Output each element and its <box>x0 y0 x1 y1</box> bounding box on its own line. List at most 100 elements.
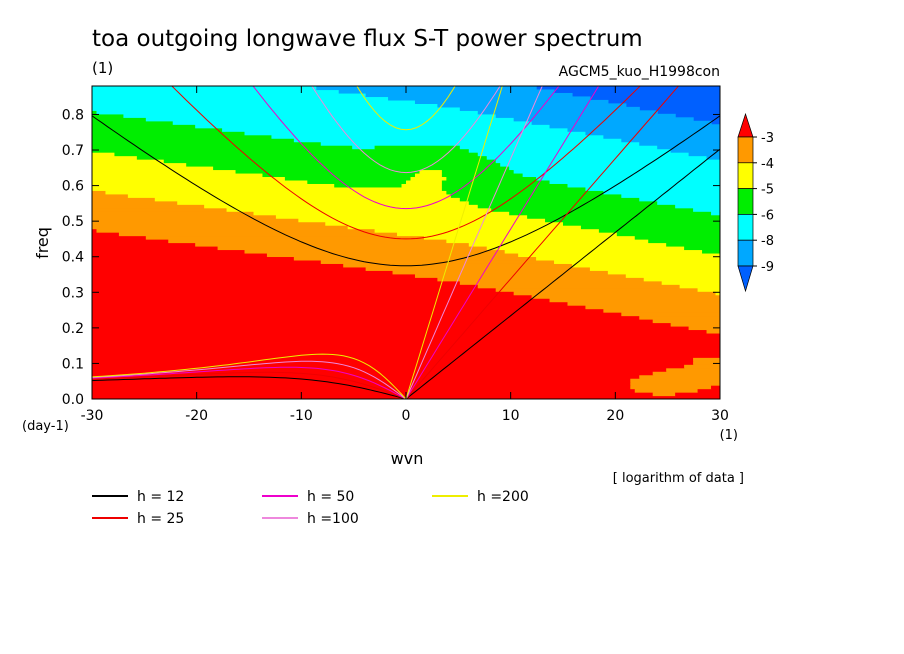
contour-band-cell <box>92 350 720 355</box>
contour-band-cell <box>92 86 317 91</box>
colorbar-label: -8 <box>761 234 774 249</box>
contour-band-cell <box>441 172 524 178</box>
contour-band-cell <box>477 110 658 115</box>
contour-band-cell <box>92 172 264 178</box>
contour-band-cell <box>163 159 497 164</box>
contour-band-cell <box>92 221 326 226</box>
contour-band-cell <box>598 228 720 233</box>
contour-band-cell <box>603 190 720 195</box>
x-tick-label: 30 <box>711 408 729 424</box>
colorbar-segment <box>737 136 754 164</box>
contour-band-cell <box>92 371 654 376</box>
contour-band-cell <box>92 197 156 202</box>
colorbar-label: -9 <box>761 260 774 275</box>
contour-band-cell <box>504 249 703 254</box>
colorbar-label: -6 <box>761 208 774 223</box>
contour-band-cell <box>634 235 720 240</box>
contour-band-cell <box>459 106 640 111</box>
contour-band-cell <box>630 385 712 390</box>
contour-band-cell <box>92 193 129 198</box>
contour-band-cell <box>441 169 515 174</box>
contour-band-cell <box>92 388 636 393</box>
contour-band-cell <box>652 319 720 324</box>
legend-label: h = 25 <box>137 511 184 527</box>
contour-band-cell <box>343 263 573 268</box>
contour-band-cell <box>410 176 447 181</box>
contour-band-cell <box>92 336 720 341</box>
contour-band-cell <box>186 162 501 167</box>
contour-band-cell <box>621 312 720 317</box>
contour-band-cell <box>92 218 299 223</box>
contour-band-cell <box>127 193 452 198</box>
chart-subtitle: AGCM5_kuo_H1998con <box>559 64 720 80</box>
contour-band-cell <box>437 103 627 108</box>
contour-band-cell <box>392 270 609 275</box>
contour-band-cell <box>92 332 720 337</box>
contour-band-cell <box>172 120 533 125</box>
contour-band-cell <box>334 183 403 188</box>
contour-band-cell <box>92 245 219 251</box>
contour-band-cell <box>603 308 720 313</box>
contour-band-cell <box>92 301 569 306</box>
contour-band-cell <box>105 190 447 195</box>
x-axis-label: wvn <box>391 449 424 468</box>
contour-band-cell <box>92 280 461 285</box>
contour-band-cell <box>536 176 720 181</box>
contour-band-cell <box>118 232 398 237</box>
contour-band-cell <box>477 152 690 157</box>
rossby-curve <box>92 376 407 399</box>
colorbar-bottom-arrow <box>737 265 754 293</box>
contour-band-cell <box>652 392 676 397</box>
contour-band-cell <box>92 273 416 278</box>
contour-band-cell <box>675 204 720 209</box>
contour-band-cell <box>92 360 694 365</box>
contour-band-cell <box>298 218 546 223</box>
contour-band-cell <box>518 252 720 258</box>
contour-band-cell <box>92 259 322 264</box>
contour-band-cell <box>92 162 187 167</box>
contour-band-cell <box>630 378 720 383</box>
contour-band-cell <box>92 127 223 132</box>
contour-band-cell <box>136 155 488 160</box>
contour-band-cell <box>630 381 720 386</box>
contour-band-cell <box>607 270 720 275</box>
contour-band-cell <box>459 280 663 285</box>
kelvin-curve <box>405 86 680 399</box>
contour-band-cell <box>589 266 720 271</box>
contour-band-cell <box>536 256 720 261</box>
contour-band-cell <box>486 245 685 251</box>
rossby-curve <box>92 371 407 399</box>
contour-band-cell <box>459 197 640 202</box>
y-axis-ticks: 0.0 0.1 0.2 0.3 0.4 0.5 0.6 0.7 0.8 <box>62 107 720 408</box>
contour-band-cell <box>527 214 720 219</box>
contour-band-cell <box>293 256 537 261</box>
contour-band-cell <box>414 273 627 278</box>
contour-band-cell <box>495 113 676 118</box>
contour-band-cell <box>406 179 443 184</box>
contour-band-cell <box>204 204 479 209</box>
contour-band-cell <box>693 357 720 362</box>
contour-band-cell <box>195 242 470 247</box>
contour-band-cell <box>244 131 587 136</box>
contour-band-cell <box>388 96 591 101</box>
contour-band-cell <box>621 193 720 198</box>
contour-band-cell <box>92 92 367 98</box>
contour-band-cell <box>567 127 720 132</box>
y-tick-label: 0.3 <box>62 285 84 301</box>
contour-band-cell <box>711 211 720 216</box>
contour-band-cell <box>666 242 720 247</box>
contour-band-cell <box>262 172 416 178</box>
contour-band-cell <box>92 183 335 188</box>
contour-band-cell <box>177 200 470 205</box>
contour-band-cell <box>711 385 720 390</box>
contour-band-cell <box>603 134 720 139</box>
contour-band-cell <box>275 214 528 219</box>
rossby-curve <box>92 353 407 399</box>
x-tick-label: 0 <box>402 408 411 424</box>
contour-band-cell <box>217 245 488 251</box>
contour-band-cell <box>697 287 720 292</box>
contour-band-cell <box>693 360 720 365</box>
contour-band-cell <box>513 169 720 174</box>
contour-band-cell <box>92 117 147 122</box>
contour-band-cell <box>92 277 438 282</box>
